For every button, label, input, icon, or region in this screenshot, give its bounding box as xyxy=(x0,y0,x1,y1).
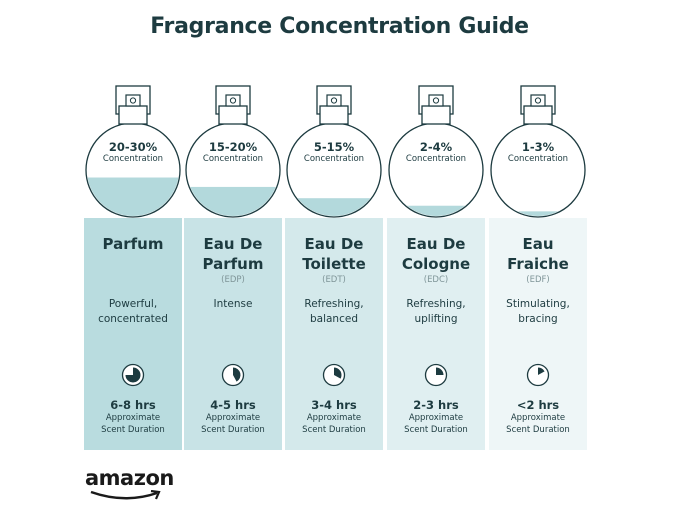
desc-line: Intense xyxy=(213,298,253,310)
duration-wedge xyxy=(436,367,444,375)
duration-wedge xyxy=(538,367,545,375)
concentration-label: Concentration xyxy=(202,154,264,164)
clock-pie-icon xyxy=(322,363,346,387)
fragrance-abbreviation: (EDP) xyxy=(221,275,245,285)
name-line: Eau xyxy=(522,235,554,253)
clock-pie-icon xyxy=(121,363,145,387)
info-panel: Eau De Toilette (EDT) Refreshing, balanced… xyxy=(285,218,383,450)
duration-label: Approximate Scent Duration xyxy=(387,412,485,436)
label-line: Scent Duration xyxy=(506,425,570,435)
name-line: Parfum xyxy=(202,255,264,273)
duration-hours: 3-4 hrs xyxy=(311,398,357,412)
info-panel: Eau Fraiche (EDF) Stimulating, bracing <2 … xyxy=(489,218,587,450)
fragrance-name: Eau Fraiche xyxy=(489,234,587,274)
label-line: Approximate xyxy=(408,413,464,423)
amazon-logo: amazon xyxy=(85,466,174,500)
name-line: Toilette xyxy=(302,255,366,273)
label-line: Scent Duration xyxy=(404,425,468,435)
duration-wedge xyxy=(334,367,342,379)
fragrance-description: Refreshing, balanced xyxy=(285,297,383,327)
fragrance-description: Intense xyxy=(184,297,282,312)
name-line: Eau De xyxy=(203,235,263,253)
fragrance-column: 5-15% Concentration Eau De Toilette (EDT)… xyxy=(285,0,383,518)
name-line: Fraiche xyxy=(507,255,569,273)
perfume-bottle-icon xyxy=(286,85,382,218)
concentration-value: 15-20% xyxy=(208,140,258,154)
concentration-label: Concentration xyxy=(303,154,365,164)
desc-line: uplifting xyxy=(414,313,458,325)
bottle-liquid xyxy=(87,177,179,216)
desc-line: Refreshing, xyxy=(406,298,466,310)
label-line: Scent Duration xyxy=(302,425,366,435)
name-line: Cologne xyxy=(401,255,471,273)
fragrance-abbreviation: (EDF) xyxy=(526,275,550,285)
fragrance-description: Powerful, concentrated xyxy=(84,297,182,327)
duration-hours: <2 hrs xyxy=(516,398,560,412)
logo-text: amazon xyxy=(85,466,174,490)
desc-line: Powerful, xyxy=(108,298,158,310)
fragrance-description: Refreshing, uplifting xyxy=(387,297,485,327)
label-line: Approximate xyxy=(105,413,161,423)
desc-line: balanced xyxy=(309,313,358,325)
name-line: Eau De xyxy=(304,235,364,253)
label-line: Scent Duration xyxy=(101,425,165,435)
fragrance-abbreviation: (EDC) xyxy=(423,275,449,285)
desc-line: concentrated xyxy=(98,313,168,325)
bottle-liquid xyxy=(390,205,482,216)
desc-line: Refreshing, xyxy=(304,298,364,310)
desc-line: Stimulating, xyxy=(506,298,570,310)
smile-arrow-icon xyxy=(90,490,161,500)
info-panel: Parfum Powerful, concentrated 6-8 hrs App… xyxy=(84,218,182,450)
fragrance-column: 1-3% Concentration Eau Fraiche (EDF) Stim… xyxy=(489,0,587,518)
duration-wedge xyxy=(125,367,141,383)
concentration-value: 2-4% xyxy=(419,140,453,154)
fragrance-abbreviation: (EDT) xyxy=(322,275,346,285)
duration-hours: 6-8 hrs xyxy=(110,398,156,412)
fragrance-description: Stimulating, bracing xyxy=(489,297,587,327)
label-line: Approximate xyxy=(510,413,566,423)
clock-pie-icon xyxy=(424,363,448,387)
fragrance-column: 15-20% Concentration Eau De Parfum (EDP) … xyxy=(184,0,282,518)
label-line: Scent Duration xyxy=(201,425,265,435)
concentration-label: Concentration xyxy=(102,154,164,164)
desc-line: bracing xyxy=(518,313,558,325)
label-line: Approximate xyxy=(306,413,362,423)
duration-label: Approximate Scent Duration xyxy=(184,412,282,436)
bottle-liquid xyxy=(288,198,380,216)
clock-pie-icon xyxy=(526,363,550,387)
perfume-bottle-icon xyxy=(185,85,281,218)
name-line: Eau De xyxy=(406,235,466,253)
info-panel: Eau De Parfum (EDP) Intense 4-5 hrs Appro… xyxy=(184,218,282,450)
fragrance-name: Parfum xyxy=(84,234,182,254)
fragrance-name: Eau De Parfum xyxy=(184,234,282,274)
label-line: Approximate xyxy=(205,413,261,423)
fragrance-name: Eau De Cologne xyxy=(387,234,485,274)
perfume-bottle-icon xyxy=(388,85,484,218)
fragrance-column: 20-30% Concentration Parfum Powerful, con… xyxy=(84,0,182,518)
page-title: Fragrance Concentration Guide xyxy=(150,14,529,39)
duration-hours: 2-3 hrs xyxy=(413,398,459,412)
fragrance-column: 2-4% Concentration Eau De Cologne (EDC) R… xyxy=(387,0,485,518)
info-panel: Eau De Cologne (EDC) Refreshing, uplifting… xyxy=(387,218,485,450)
clock-pie-icon xyxy=(221,363,245,387)
concentration-label: Concentration xyxy=(507,154,569,164)
concentration-label: Concentration xyxy=(405,154,467,164)
fragrance-name: Eau De Toilette xyxy=(285,234,383,274)
duration-hours: 4-5 hrs xyxy=(210,398,256,412)
duration-label: Approximate Scent Duration xyxy=(84,412,182,436)
duration-label: Approximate Scent Duration xyxy=(285,412,383,436)
concentration-value: 20-30% xyxy=(108,140,158,154)
concentration-value: 1-3% xyxy=(521,140,555,154)
perfume-bottle-icon xyxy=(85,85,181,218)
bottle-liquid xyxy=(492,211,584,216)
concentration-value: 5-15% xyxy=(313,140,355,154)
duration-wedge xyxy=(233,367,241,382)
name-line: Parfum xyxy=(102,235,164,253)
perfume-bottle-icon xyxy=(490,85,586,218)
duration-label: Approximate Scent Duration xyxy=(489,412,587,436)
